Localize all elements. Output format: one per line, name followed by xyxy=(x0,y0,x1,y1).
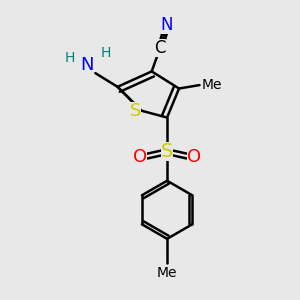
Text: O: O xyxy=(133,148,147,166)
Text: H: H xyxy=(64,51,75,65)
Text: O: O xyxy=(188,148,202,166)
Text: S: S xyxy=(161,142,173,161)
Text: Me: Me xyxy=(201,78,222,92)
Text: N: N xyxy=(161,16,173,34)
Text: H: H xyxy=(100,46,111,60)
Text: Me: Me xyxy=(157,266,177,280)
Text: C: C xyxy=(154,38,166,56)
Text: N: N xyxy=(80,56,94,74)
Text: S: S xyxy=(130,102,141,120)
